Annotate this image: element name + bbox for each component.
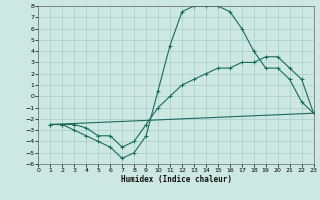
X-axis label: Humidex (Indice chaleur): Humidex (Indice chaleur)	[121, 175, 231, 184]
